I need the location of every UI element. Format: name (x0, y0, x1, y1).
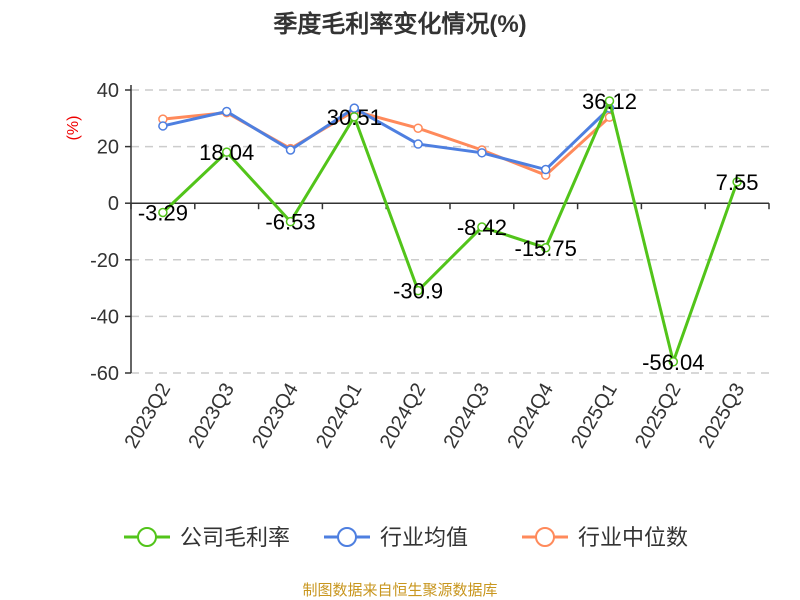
x-tick-label: 2024Q3 (440, 380, 495, 453)
data-label: -8.42 (457, 215, 507, 240)
data-point (540, 243, 551, 253)
x-tick-label: 2023Q3 (184, 380, 239, 453)
legend-marker (535, 527, 555, 547)
y-tick-label: -60 (90, 363, 119, 385)
x-tick-label: 2025Q3 (695, 380, 750, 453)
data-label: -15.75 (515, 236, 577, 261)
data-point (285, 145, 296, 155)
series-line (161, 96, 739, 368)
y-tick-label: -20 (90, 250, 119, 272)
y-tick-label: 40 (97, 80, 119, 102)
x-tick-label: 2024Q1 (312, 380, 367, 453)
data-point (413, 285, 423, 296)
legend-label: 行业均值 (380, 525, 468, 550)
data-point (477, 222, 487, 232)
data-point (158, 121, 168, 131)
data-point (604, 96, 615, 106)
data-label: -30.9 (393, 279, 443, 304)
data-label: 30.51 (327, 105, 382, 130)
data-label: -56.04 (642, 350, 704, 375)
data-point (540, 164, 551, 175)
legend-marker (137, 527, 157, 547)
data-point (221, 106, 232, 117)
y-axis-label: (%) (65, 116, 82, 141)
y-tick-label: -40 (90, 306, 119, 328)
legend-label: 公司毛利率 (180, 525, 290, 550)
data-point (221, 147, 232, 157)
data-label: 18.04 (199, 140, 254, 165)
legend-marker (337, 527, 357, 547)
x-tick-label: 2025Q2 (631, 380, 686, 453)
x-tick-label: 2023Q4 (248, 380, 303, 453)
data-point (285, 216, 296, 227)
data-point (158, 207, 168, 218)
data-point (349, 112, 360, 122)
data-label: 36.12 (582, 89, 637, 114)
data-point (668, 357, 679, 367)
x-tick-label: 2024Q4 (503, 380, 558, 453)
data-label: 7.55 (716, 170, 759, 195)
y-tick-label: 20 (97, 137, 119, 159)
series-line (162, 106, 611, 172)
data-point (413, 123, 423, 133)
data-point (413, 139, 423, 149)
x-tick-label: 2023Q2 (121, 380, 176, 453)
data-point (477, 148, 487, 158)
y-tick-label: 0 (108, 193, 119, 215)
source-note: 制图数据来自恒生聚源数据库 (302, 582, 497, 599)
legend-label: 行业中位数 (578, 525, 688, 550)
data-point (732, 177, 742, 187)
x-tick-label: 2024Q2 (376, 380, 431, 453)
data-label: -6.53 (265, 210, 315, 235)
data-label: -3.29 (138, 201, 188, 226)
x-tick-label: 2025Q1 (567, 380, 622, 453)
chart-title: 季度毛利率变化情况(%) (273, 10, 526, 38)
